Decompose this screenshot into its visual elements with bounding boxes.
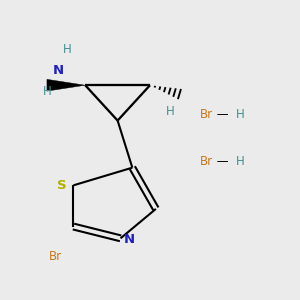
Polygon shape: [47, 79, 85, 91]
Text: N: N: [53, 64, 64, 77]
Text: Br: Br: [200, 108, 213, 121]
Text: H: H: [236, 155, 244, 168]
Text: H: H: [63, 44, 72, 56]
Text: N: N: [124, 233, 135, 246]
Text: Br: Br: [49, 250, 62, 262]
Text: S: S: [57, 179, 67, 192]
Text: H: H: [166, 105, 175, 118]
Text: —: —: [213, 155, 229, 168]
Text: H: H: [236, 108, 244, 121]
Text: Br: Br: [200, 155, 213, 168]
Text: —: —: [213, 108, 229, 121]
Text: H: H: [43, 85, 51, 98]
